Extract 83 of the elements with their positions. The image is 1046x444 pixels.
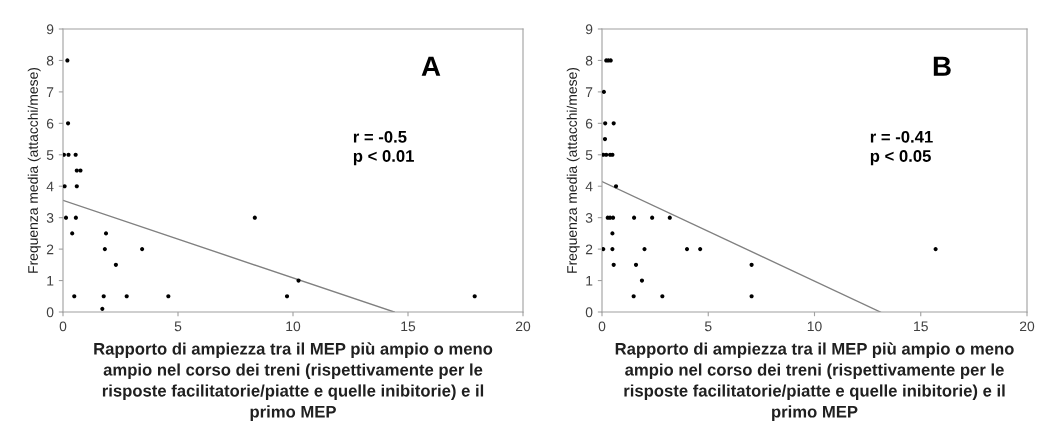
x-tick-label: 0: [598, 321, 606, 332]
point: [70, 231, 75, 236]
point: [602, 247, 606, 252]
y-tick-label: 8: [585, 55, 593, 66]
y-axis-title: Frequenza media (attacchi/mese): [566, 67, 580, 273]
point: [660, 294, 665, 299]
y-tick-label: 5: [585, 150, 593, 160]
y-tick-label: 1: [586, 276, 593, 286]
x-tick-label: 20: [515, 321, 531, 332]
y-tick-label: 4: [46, 181, 54, 192]
point: [639, 278, 645, 283]
x-tick-label: 10: [807, 321, 822, 332]
point: [72, 294, 77, 299]
y-tick-label: 6: [585, 118, 593, 129]
point: [66, 152, 71, 157]
annotation: r = -0.41 p < 0.05: [870, 130, 933, 166]
point: [650, 215, 655, 220]
point: [611, 121, 616, 126]
point: [63, 152, 66, 157]
point: [101, 294, 106, 299]
y-tick-label: 3: [585, 213, 593, 223]
point: [63, 184, 67, 189]
annotation: B: [933, 56, 951, 76]
y-tick-label: 3: [46, 213, 54, 223]
x-tick-label: 10: [286, 321, 301, 332]
y-tick-label: 5: [46, 150, 54, 160]
x-axis-title: Rapporto di ampiezza tra il MEP più ampio o meno ampio nel corso dei treni (rispettivamente per le risposte facilitatorie/piatte e quelle inibitorie) e il primo MEP: [94, 342, 493, 421]
point: [749, 294, 754, 299]
point: [78, 168, 83, 173]
point: [102, 247, 107, 252]
point: [667, 215, 672, 220]
y-tick-label: 4: [585, 181, 593, 192]
point: [124, 294, 129, 299]
point: [613, 184, 619, 189]
point: [100, 306, 105, 311]
point: [74, 184, 79, 189]
point: [749, 262, 754, 267]
point: [611, 262, 616, 267]
point: [140, 247, 145, 252]
y-tick-label: 7: [46, 87, 54, 97]
point: [284, 294, 290, 299]
annotation: A: [421, 56, 441, 76]
point: [603, 121, 608, 126]
point: [610, 247, 615, 252]
x-tick-label: 15: [914, 321, 928, 332]
y-tick-label: 9: [46, 24, 54, 35]
x-tick-label: 20: [1019, 321, 1035, 332]
point: [252, 215, 257, 220]
point: [73, 215, 78, 220]
point: [296, 278, 301, 283]
point: [472, 294, 477, 299]
point: [65, 121, 71, 126]
x-tick-label: 15: [401, 321, 416, 332]
y-tick-label: 0: [46, 307, 54, 318]
x-tick-label: 5: [704, 321, 712, 332]
annotation: r = -0.5 p < 0.01: [353, 130, 414, 166]
point: [113, 262, 118, 267]
point: [74, 168, 79, 173]
point: [642, 247, 647, 252]
y-tick-label: 9: [585, 24, 593, 35]
y-tick-label: 0: [585, 307, 593, 318]
y-tick-label: 2: [585, 244, 593, 255]
point: [933, 247, 938, 252]
x-tick-label: 5: [174, 321, 182, 332]
y-tick-label: 2: [46, 244, 54, 255]
point: [166, 294, 171, 299]
y-tick-label: 1: [47, 276, 54, 286]
x-axis-title: Rapporto di ampiezza tra il MEP più ampio o meno ampio nel corso dei treni (rispettivamente per le risposte facilitatorie/piatte e quelle inibitorie) e il primo MEP: [615, 342, 1014, 421]
y-tick-label: 7: [585, 87, 593, 97]
point: [63, 215, 69, 220]
x-tick-label: 0: [59, 321, 67, 332]
point: [103, 231, 109, 236]
y-tick-label: 8: [46, 55, 54, 66]
y-tick-label: 6: [46, 118, 54, 129]
point: [684, 247, 690, 252]
point: [602, 89, 606, 94]
point: [602, 136, 608, 142]
point: [632, 215, 637, 220]
y-axis-title: Frequenza media (attacchi/mese): [27, 67, 41, 273]
point: [631, 294, 636, 299]
point: [698, 247, 703, 252]
point: [73, 152, 78, 157]
point: [633, 262, 639, 267]
